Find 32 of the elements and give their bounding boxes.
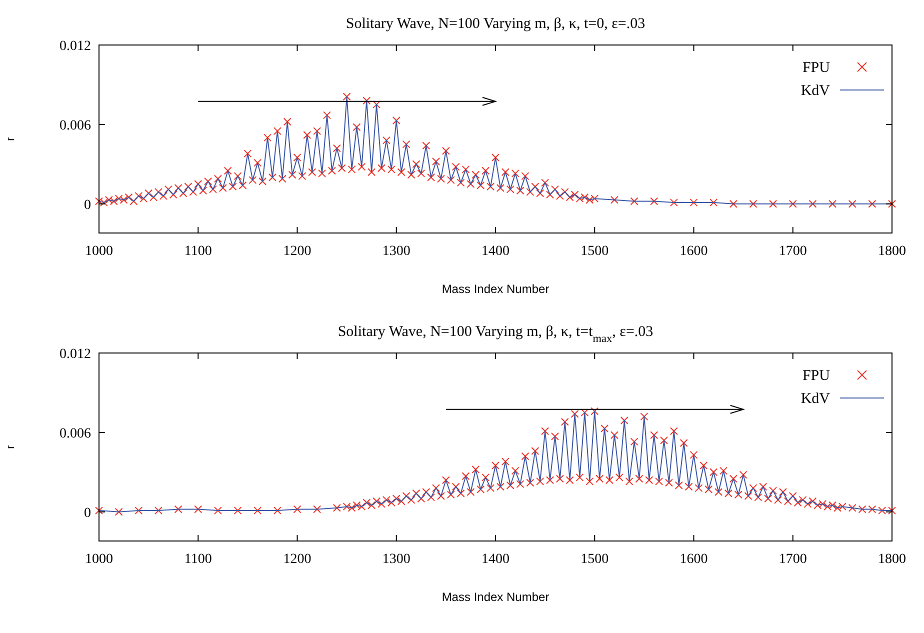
x-tick-label: 1200	[283, 552, 312, 567]
x-axis-title: Mass Index Number	[442, 590, 550, 604]
y-tick-label: 0.012	[60, 347, 91, 362]
legend-label: FPU	[802, 60, 830, 76]
legend-label: FPU	[802, 368, 830, 384]
x-tick-label: 1800	[878, 244, 906, 259]
chart-title: Solitary Wave, N=100 Varying m, β, κ, t=0, ε=.03	[346, 16, 646, 32]
x-tick-label: 1200	[283, 244, 312, 259]
x-tick-label: 1400	[482, 552, 510, 567]
x-tick-label: 1000	[85, 552, 113, 567]
x-tick-label: 1500	[580, 244, 609, 259]
x-tick-label: 1500	[580, 552, 609, 567]
x-tick-label: 1100	[184, 244, 212, 259]
x-tick-label: 1600	[680, 552, 708, 567]
x-tick-label: 1800	[878, 552, 906, 567]
chart-title: Solitary Wave, N=100 Varying m, β, κ, t=t$_{max}$, ε=.03	[338, 324, 654, 345]
x-tick-label: 1600	[680, 244, 708, 259]
x-tick-label: 1100	[184, 552, 212, 567]
x-axis-title: Mass Index Number	[442, 282, 550, 296]
x-tick-label: 1000	[85, 244, 113, 259]
x-tick-label: 1400	[482, 244, 510, 259]
legend-label: KdV	[800, 83, 830, 99]
y-tick-label: 0.006	[60, 118, 91, 134]
y-tick-label: 0	[84, 198, 91, 213]
y-tick-label: 0.006	[60, 426, 91, 442]
x-tick-label: 1700	[778, 244, 807, 259]
legend-label: KdV	[800, 391, 830, 407]
y-tick-label: 0.012	[60, 39, 91, 54]
y-tick-label: 0	[84, 506, 91, 521]
x-tick-label: 1300	[382, 552, 410, 567]
x-tick-label: 1300	[382, 244, 410, 259]
x-tick-label: 1700	[778, 552, 807, 567]
